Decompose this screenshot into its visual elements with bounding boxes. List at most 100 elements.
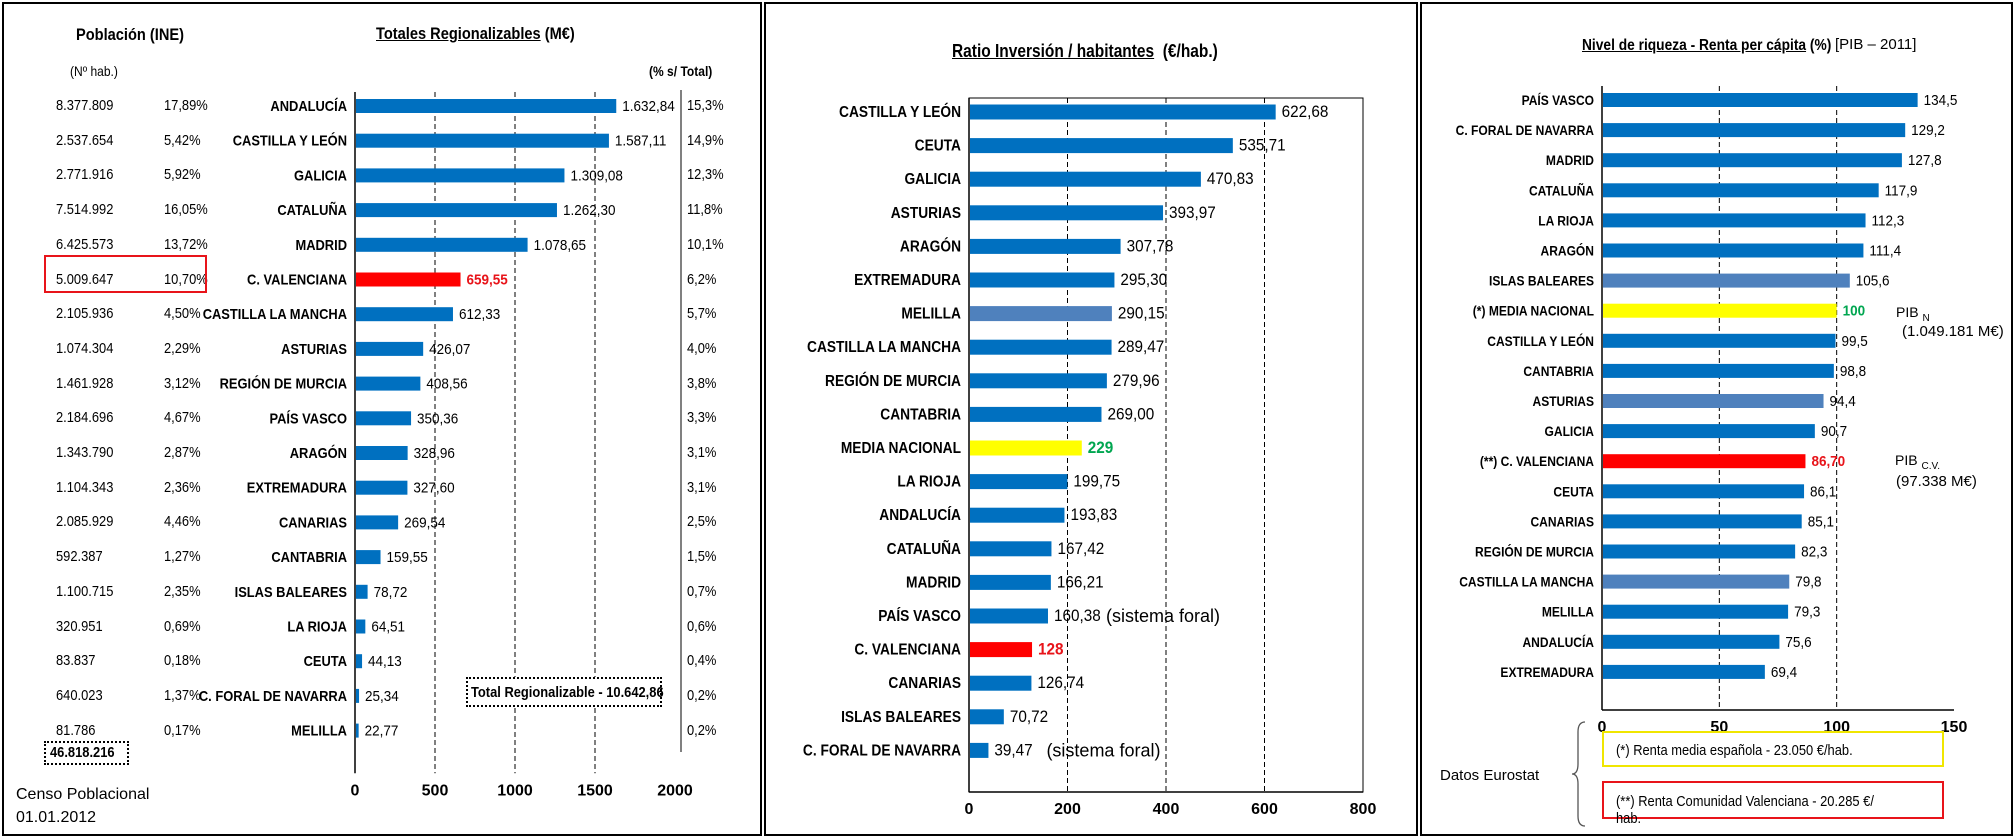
category-label-madrid: MADRID <box>295 236 347 253</box>
category-label-cataluna: CATALUÑA <box>1529 182 1595 198</box>
bar-melilla <box>356 723 359 738</box>
bar-galicia <box>1603 424 1815 439</box>
bar-castilla-la-mancha <box>356 307 453 322</box>
value-label-castilla-y-leon: 1.587,11 <box>615 133 667 150</box>
category-label-melilla: MELILLA <box>291 722 347 739</box>
bar-ceuta <box>1603 484 1805 499</box>
category-label-islas-baleares: ISLAS BALEARES <box>1489 273 1594 289</box>
category-label-asturias: ASTURIAS <box>1533 393 1595 409</box>
category-label-galicia: GALICIA <box>904 170 961 188</box>
category-label-region-de-murcia: REGIÓN DE MURCIA <box>220 374 347 392</box>
bar-madrid <box>970 574 1051 590</box>
bar-media-nacional <box>1603 303 1837 318</box>
value-label-canarias: 85,1 <box>1808 514 1834 531</box>
population-value: 2.105.936 <box>56 305 114 323</box>
population-value: 320.951 <box>56 617 103 635</box>
value-label-melilla: 79,3 <box>1794 604 1820 621</box>
bar-pais-vasco <box>970 608 1048 624</box>
value-label-pais-vasco: 350,36 <box>417 411 458 428</box>
population-percent: 3,12% <box>164 374 201 392</box>
population-percent: 4,67% <box>164 409 201 427</box>
bar-islas-baleares <box>970 709 1004 725</box>
chart1-svg: 0 500 1000 1500 2000 ANDALUCÍA 1.632,84 CASTILL… <box>199 90 693 799</box>
population-value: 640.023 <box>56 686 103 704</box>
value-label-la-rioja: 64,51 <box>371 619 405 636</box>
category-label-islas-baleares: ISLAS BALEARES <box>841 708 961 726</box>
population-value: 6.425.573 <box>56 235 114 253</box>
population-value: 5.009.647 <box>56 270 114 288</box>
census-note-line2: 01.01.2012 <box>16 809 97 826</box>
value-label-region-de-murcia: 279,96 <box>1113 371 1160 390</box>
census-note-line1: Censo Poblacional <box>16 786 150 803</box>
category-label-la-rioja: LA RIOJA <box>1538 213 1594 229</box>
share-percent: 15,3% <box>687 97 724 114</box>
category-label-melilla: MELILLA <box>1542 604 1595 620</box>
population-percent: 2,29% <box>164 339 201 357</box>
value-label-melilla: 22,77 <box>365 723 399 740</box>
population-value: 1.343.790 <box>56 444 114 461</box>
bar-castilla-y-leon <box>1603 333 1836 348</box>
x-tick-label: 0 <box>965 801 974 818</box>
share-header: (% s/ Total) <box>649 63 713 79</box>
bar-media-nacional <box>970 440 1082 456</box>
category-label-madrid: MADRID <box>1546 152 1594 168</box>
value-label-melilla: 290,15 <box>1118 304 1165 323</box>
value-label-asturias: 426,07 <box>429 341 470 358</box>
value-label-canarias: 269,54 <box>404 515 445 532</box>
category-label-la-rioja: LA RIOJA <box>897 473 961 491</box>
category-label-media-nacional: (*) MEDIA NACIONAL <box>1473 303 1594 319</box>
population-value: 2.537.654 <box>56 131 114 149</box>
category-label-media-nacional: MEDIA NACIONAL <box>841 439 961 457</box>
x-tick-label: 1000 <box>497 782 533 799</box>
share-percent: 1,5% <box>687 548 717 566</box>
valencia-highlight-box <box>44 255 207 293</box>
value-label-cataluna: 117,9 <box>1885 183 1918 200</box>
share-percent: 3,3% <box>687 409 717 427</box>
bar-galicia <box>356 168 565 183</box>
share-percent: 0,2% <box>687 686 717 704</box>
share-percent: 10,1% <box>687 235 724 253</box>
value-label-ceuta: 535,71 <box>1239 136 1286 155</box>
bar-andalucia <box>356 99 617 113</box>
population-value: 2.771.916 <box>56 166 114 184</box>
category-label-galicia: GALICIA <box>1545 423 1595 439</box>
x-tick-label: 400 <box>1153 801 1180 818</box>
chart3-title: Nivel de riqueza - Renta per cápita (%) <box>1582 37 1832 54</box>
value-label-ceuta: 86,1 <box>1810 484 1836 501</box>
value-label-region-de-murcia: 82,3 <box>1801 544 1827 561</box>
bar-cataluna <box>356 203 557 218</box>
bar-canarias <box>356 515 399 530</box>
category-label-aragon: ARAGÓN <box>1541 243 1594 259</box>
value-label-castilla-y-leon: 99,5 <box>1841 333 1867 350</box>
value-label-canarias: 126,74 <box>1037 673 1084 692</box>
population-value: 1.104.343 <box>56 478 114 496</box>
category-label-c-valenciana: C. VALENCIANA <box>247 271 347 288</box>
bar-cantabria <box>1603 363 1834 378</box>
panel-ratio-inversion: Ratio Inversión / habitantes (€/hab.) 0 2… <box>764 2 1418 836</box>
annotation-sistema-foral: (sistema foral) <box>1106 606 1220 626</box>
bar-cataluna <box>970 541 1052 557</box>
value-label-cantabria: 98,8 <box>1840 363 1866 380</box>
bar-islas-baleares <box>1603 273 1850 288</box>
category-label-castilla-la-mancha: CASTILLA LA MANCHA <box>807 338 961 356</box>
category-label-c-valenciana: C. VALENCIANA <box>854 641 961 659</box>
category-label-canarias: CANARIAS <box>279 513 347 530</box>
value-label-aragon: 307,78 <box>1127 237 1174 256</box>
bar-andalucia <box>1603 634 1780 649</box>
bar-region-de-murcia <box>356 376 421 391</box>
bar-region-de-murcia <box>970 373 1107 389</box>
category-label-pais-vasco: PAÍS VASCO <box>878 607 961 625</box>
pib-nacional-value: (1.049.181 M€) <box>1902 323 2004 340</box>
bar-castilla-la-mancha <box>1603 574 1790 589</box>
x-tick-label: 200 <box>1054 801 1081 818</box>
bar-extremadura <box>356 480 408 495</box>
bar-asturias <box>1603 394 1824 408</box>
population-percent: 2,87% <box>164 444 201 461</box>
share-percent: 14,9% <box>687 131 724 149</box>
category-label-region-de-murcia: REGIÓN DE MURCIA <box>825 371 961 390</box>
bar-c-valenciana <box>356 272 461 287</box>
category-label-c-foral-de-navarra: C. FORAL DE NAVARRA <box>1456 122 1595 138</box>
share-percent: 0,6% <box>687 617 717 635</box>
x-tick-label: 2000 <box>657 782 693 799</box>
value-label-madrid: 127,8 <box>1908 153 1942 170</box>
